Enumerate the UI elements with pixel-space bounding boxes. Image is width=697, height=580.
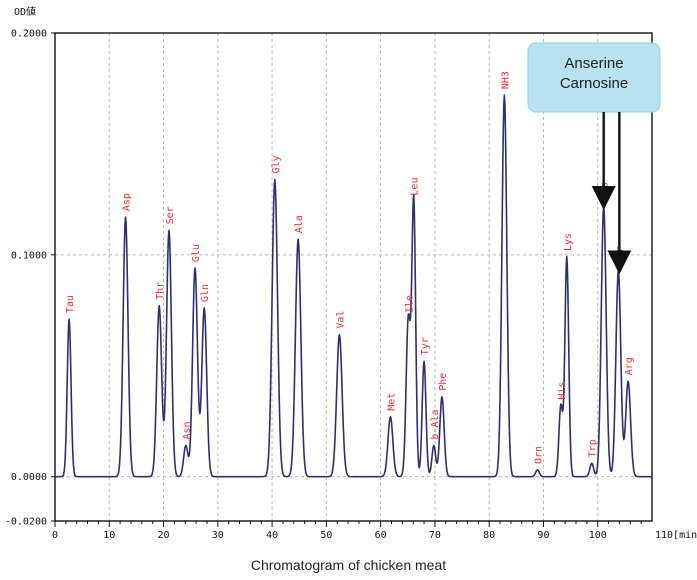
peak-label-gly: Gly: [271, 155, 282, 173]
x-tick-label: 10: [103, 530, 115, 541]
peak-label-gln: Gln: [200, 284, 211, 302]
y-tick-label: -0.0200: [5, 517, 47, 528]
peak-label-thr: Thr: [155, 282, 166, 300]
chart-caption: Chromatogram of chicken meat: [251, 557, 446, 573]
peak-label-trp: Trp: [588, 439, 599, 457]
peak-label-ile: Ile: [404, 295, 415, 313]
peak-label-nh3: NH3: [500, 71, 511, 89]
peak-label-b-ala: b-Ala: [430, 409, 441, 439]
peak-label-ans: Ans: [600, 182, 611, 200]
peak-label-ala: Ala: [294, 215, 305, 233]
callout-text-anserine: Anserine: [564, 55, 623, 72]
peak-label-asn: Asn: [182, 422, 193, 440]
peak-label-met: Met: [386, 393, 397, 411]
chromatogram-series-line: [54, 94, 653, 478]
peak-label-orn: Orn: [533, 446, 544, 464]
x-tick-label: 50: [320, 530, 332, 541]
x-tick-label: 20: [158, 530, 170, 541]
peak-label-asp: Asp: [122, 193, 133, 211]
x-tick-label: 80: [483, 530, 495, 541]
peak-label-lys: Lys: [563, 233, 574, 251]
callout-text-carnosine: Carnosine: [560, 75, 628, 92]
x-tick-label: 30: [212, 530, 224, 541]
peak-label-val: Val: [335, 311, 346, 329]
x-axis-unit-label: 110[min]: [655, 530, 697, 541]
peak-label-tau: Tau: [65, 295, 76, 313]
x-tick-label: 0: [52, 530, 58, 541]
x-tick-label: 90: [537, 530, 549, 541]
peak-label-tyr: Tyr: [420, 337, 431, 355]
peak-label-leu: Leu: [410, 178, 421, 196]
x-tick-label: 70: [429, 530, 441, 541]
y-axis-unit-label: OD値: [14, 5, 36, 18]
x-tick-label: 40: [266, 530, 278, 541]
peak-label-his: His: [557, 382, 568, 400]
y-tick-label: 0.1000: [11, 250, 47, 261]
x-tick-label: 60: [375, 530, 387, 541]
x-tick-label: 100: [589, 530, 607, 541]
peak-label-phe: Phe: [438, 373, 449, 391]
peak-label-arg: Arg: [624, 357, 635, 375]
peak-label-glu: Glu: [191, 244, 202, 262]
callout-box: [527, 42, 661, 113]
plot-frame: [54, 32, 653, 522]
peak-label-ser: Ser: [165, 206, 176, 224]
y-tick-label: 0.0000: [11, 472, 47, 483]
y-tick-label: 0.2000: [11, 29, 47, 40]
